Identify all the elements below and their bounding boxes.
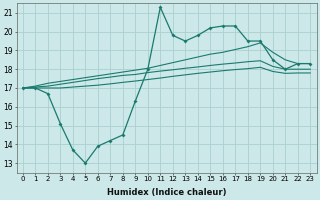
X-axis label: Humidex (Indice chaleur): Humidex (Indice chaleur) — [107, 188, 226, 197]
